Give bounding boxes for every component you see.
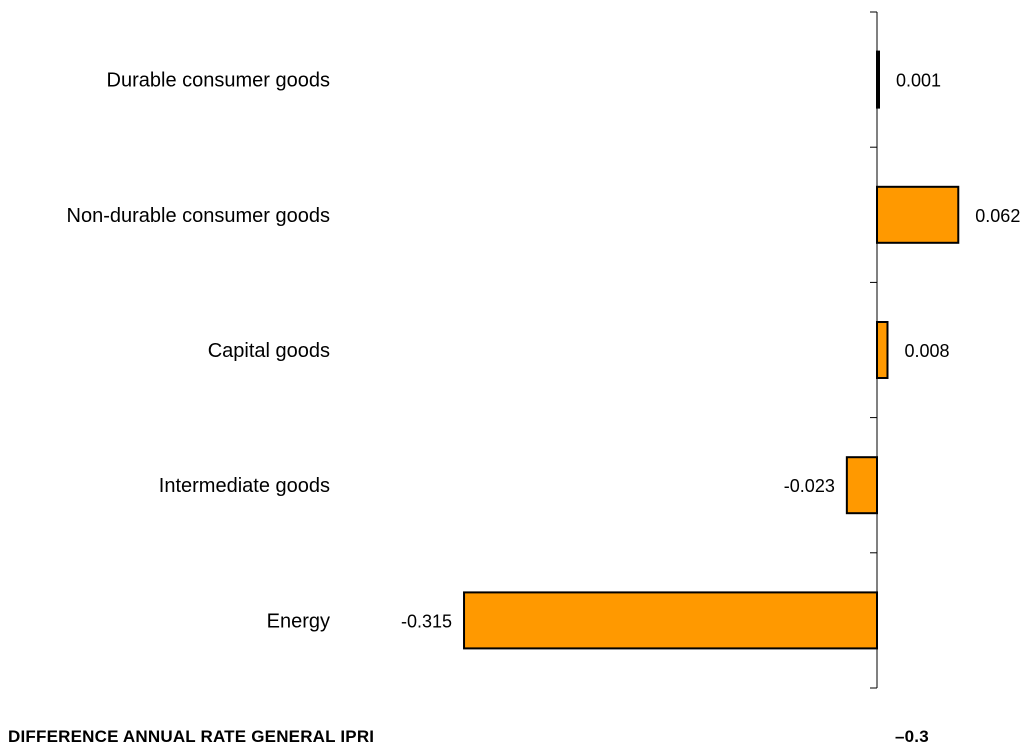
value-label-non-durable-consumer-goods: 0.062 — [975, 206, 1020, 226]
bars-group — [463, 50, 960, 650]
value-label-durable-consumer-goods: 0.001 — [896, 71, 941, 91]
category-label-non-durable-consumer-goods: Non-durable consumer goods — [67, 205, 331, 227]
category-labels-group: Durable consumer goods Non-durable consum… — [67, 70, 331, 633]
bar-durable-consumer-goods — [876, 50, 880, 109]
value-label-energy: -0.315 — [401, 611, 452, 631]
value-label-capital-goods: 0.008 — [904, 341, 949, 361]
axis-ticks — [870, 11, 877, 689]
bar-capital-goods — [876, 321, 889, 379]
footer-value: –0.3 — [895, 727, 929, 746]
bar-non-durable-consumer-goods — [876, 185, 960, 244]
footer-label: DIFFERENCE ANNUAL RATE GENERAL IPRI — [8, 727, 375, 746]
value-labels-group: 0.001 0.062 0.008 -0.023 -0.315 — [401, 71, 1020, 632]
value-label-intermediate-goods: -0.023 — [784, 476, 835, 496]
category-label-capital-goods: Capital goods — [208, 340, 330, 362]
category-label-energy: Energy — [267, 610, 330, 632]
bar-intermediate-goods — [845, 456, 878, 515]
bar-energy — [463, 591, 878, 650]
category-label-intermediate-goods: Intermediate goods — [159, 475, 330, 497]
bar-chart: Durable consumer goods Non-durable consum… — [67, 11, 1020, 689]
category-label-durable-consumer-goods: Durable consumer goods — [107, 70, 330, 92]
